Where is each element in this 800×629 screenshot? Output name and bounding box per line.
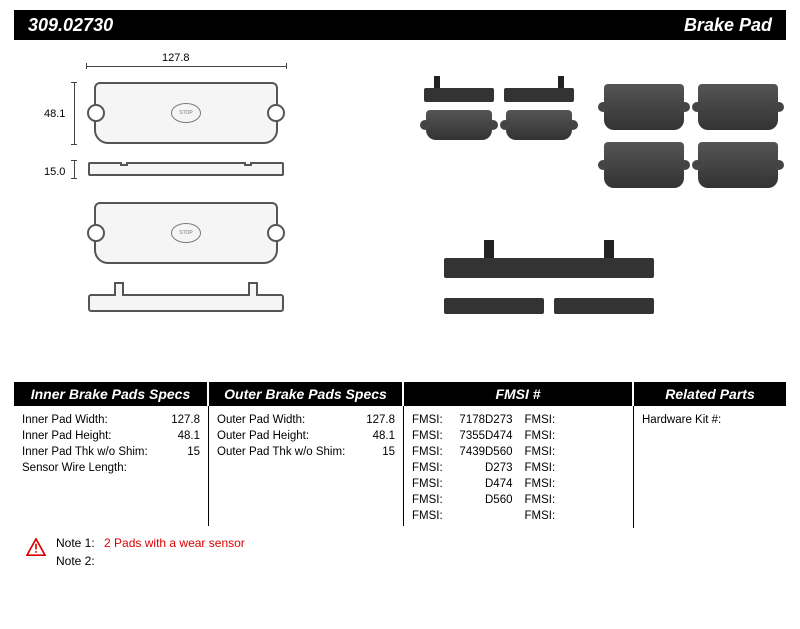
product-photo (444, 258, 654, 278)
spec-key: Inner Pad Height: (22, 428, 112, 444)
spec-key: Inner Pad Thk w/o Shim: (22, 444, 148, 460)
pad-logo-icon: STOP (171, 223, 201, 243)
pad-bar-outline (88, 162, 284, 176)
spec-val: 15 (382, 444, 395, 460)
spec-key: FMSI: (525, 492, 556, 508)
spec-key: FMSI: (412, 428, 443, 444)
spec-body-inner: Inner Pad Width: 127.8 Inner Pad Height: 4… (14, 406, 209, 526)
spec-val: D474 (485, 476, 513, 492)
spec-body-related: Hardware Kit #: (634, 406, 786, 526)
spec-body-outer: Outer Pad Width: 127.8 Outer Pad Height: 4… (209, 406, 404, 526)
spec-val: 127.8 (171, 412, 200, 428)
product-photo (426, 110, 492, 140)
note1-label: Note 1: (56, 536, 95, 550)
warning-icon (26, 538, 46, 556)
note1-text: 2 Pads with a wear sensor (98, 536, 245, 550)
spec-key: FMSI: (412, 492, 443, 508)
pad-logo-icon: STOP (171, 103, 201, 123)
product-photo (698, 84, 778, 130)
spec-heading-fmsi: FMSI # (404, 382, 634, 406)
spec-key: Outer Pad Thk w/o Shim: (217, 444, 345, 460)
spec-key: FMSI: (412, 476, 443, 492)
spec-key: FMSI: (525, 428, 556, 444)
spec-key: FMSI: (412, 460, 443, 476)
spec-val: D560 (485, 492, 513, 508)
product-photo (604, 142, 684, 188)
spec-key: Outer Pad Height: (217, 428, 309, 444)
spec-key: FMSI: (525, 460, 556, 476)
spec-heading-inner: Inner Brake Pads Specs (14, 382, 209, 406)
spec-key: Sensor Wire Length: (22, 460, 127, 476)
spec-table: Inner Brake Pads Specs Inner Pad Width: 1… (14, 382, 786, 528)
spec-key: Inner Pad Width: (22, 412, 108, 428)
spec-val: 48.1 (373, 428, 395, 444)
dim-width-label: 127.8 (162, 52, 190, 64)
spec-key: FMSI: (525, 508, 556, 524)
product-photo (504, 88, 574, 102)
dim-height-label: 48.1 (44, 108, 65, 120)
spec-key: FMSI: (525, 412, 556, 428)
dim-thickness-label: 15.0 (44, 166, 65, 178)
spec-val: 15 (187, 444, 200, 460)
spec-val: 7355D474 (459, 428, 512, 444)
note2-text (95, 554, 101, 568)
part-number: 309.02730 (28, 15, 113, 36)
spec-body-fmsi: FMSI: 7178D273 FMSI: 7355D474 FMSI: 7439D56… (404, 406, 634, 528)
spec-val: 48.1 (178, 428, 200, 444)
spec-heading-related: Related Parts (634, 382, 786, 406)
spec-key: FMSI: (412, 508, 443, 524)
spec-val: 127.8 (366, 412, 395, 428)
spec-key: Outer Pad Width: (217, 412, 305, 428)
page-title: Brake Pad (684, 15, 772, 36)
product-photo (444, 298, 544, 314)
spec-val: D273 (485, 460, 513, 476)
header-bar: 309.02730 Brake Pad (14, 10, 786, 40)
spec-key: Hardware Kit #: (642, 412, 721, 428)
spec-val: 7178D273 (459, 412, 512, 428)
note2-label: Note 2: (56, 554, 95, 568)
pad-outline-top: STOP (94, 82, 278, 144)
spec-key: FMSI: (525, 476, 556, 492)
pad-outline-mid: STOP (94, 202, 278, 264)
product-photo (698, 142, 778, 188)
notes-section: Note 1: 2 Pads with a wear sensor Note 2… (14, 534, 786, 570)
spec-heading-outer: Outer Brake Pads Specs (209, 382, 404, 406)
product-photo (506, 110, 572, 140)
product-photo (424, 88, 494, 102)
spec-key: FMSI: (412, 412, 443, 428)
spec-val: 7439D560 (459, 444, 512, 460)
spec-key: FMSI: (412, 444, 443, 460)
spec-key: FMSI: (525, 444, 556, 460)
diagram-area: 127.8 48.1 15.0 STOP STOP (14, 48, 786, 378)
product-photo (604, 84, 684, 130)
product-photo (554, 298, 654, 314)
pad-clip-outline (88, 294, 284, 312)
